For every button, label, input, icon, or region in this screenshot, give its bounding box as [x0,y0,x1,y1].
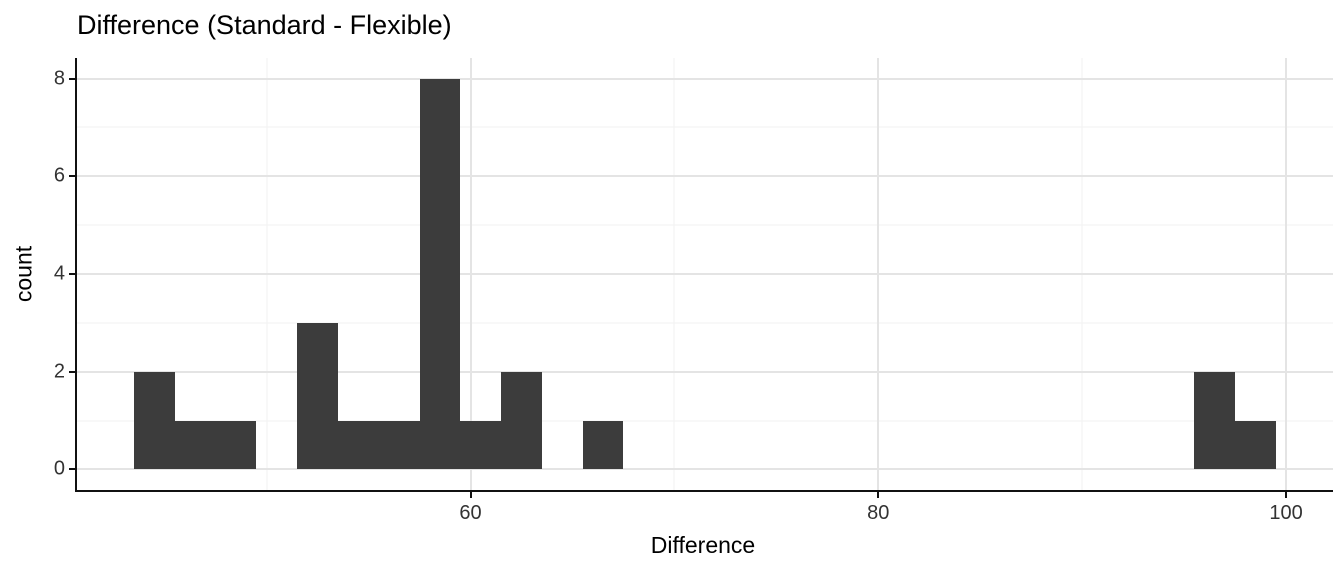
x-axis-label: Difference [650,532,756,558]
x-tick-mark [1285,490,1288,498]
histogram-bar [297,322,338,470]
x-tick-label: 80 [867,502,890,524]
y-tick-label: 0 [53,457,65,480]
gridline-y-major [77,370,1333,373]
histogram-bar [582,420,624,470]
histogram-bar [337,420,379,470]
gridline-y-minor [77,420,1333,422]
histogram-bar [460,420,502,470]
histogram-bar [1235,420,1276,470]
y-tick-label: 4 [53,262,65,285]
histogram-bar [174,420,216,470]
gridline-y-minor [77,224,1333,226]
y-tick-mark [69,77,77,80]
gridline-y-major [77,175,1333,178]
x-tick-label: 100 [1269,502,1303,524]
gridline-y-major [77,468,1333,471]
gridline-y-minor [77,126,1333,128]
y-tick-mark [69,273,77,275]
x-tick-mark [469,490,472,498]
gridline-y-major [77,273,1333,275]
y-tick-label: 8 [53,67,65,90]
histogram-bar [215,420,257,470]
x-tick-label: 60 [459,502,482,524]
gridline-y-minor [77,322,1333,324]
histogram-bar [1194,371,1236,470]
histogram-bar [419,78,461,470]
histogram-bar [134,371,175,470]
histogram-bar [378,420,420,470]
y-axis-label: count [10,245,37,303]
y-tick-label: 6 [53,164,65,187]
y-tick-mark [69,468,77,471]
histogram-bar [501,371,542,470]
x-tick-mark [877,490,880,498]
y-tick-mark [69,370,77,373]
y-tick-mark [69,175,77,178]
y-tick-label: 2 [53,360,65,383]
chart-title: Difference (Standard - Flexible) [77,10,452,40]
plot-panel: 60 80 100 0 2 4 6 8 [54,58,1333,524]
gridline-y-major [77,77,1333,80]
